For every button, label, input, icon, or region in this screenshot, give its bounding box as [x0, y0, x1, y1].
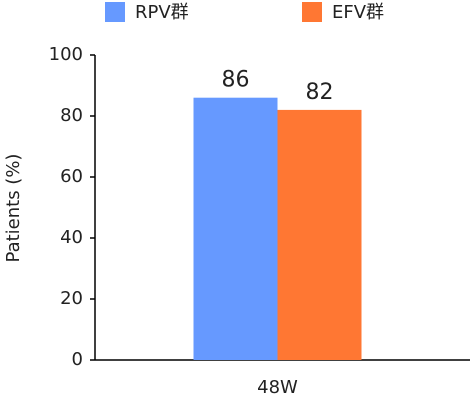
y-tick-label: 20	[60, 288, 83, 309]
data-label: 82	[306, 80, 334, 105]
legend-label: EFV群	[332, 2, 384, 23]
legend-swatch	[105, 2, 125, 22]
bar	[193, 97, 278, 360]
legend-label: RPV群	[135, 2, 189, 23]
legend-swatch	[302, 2, 322, 22]
data-label: 86	[222, 68, 250, 93]
y-tick-label: 80	[60, 105, 83, 126]
x-tick-label: 48W	[257, 377, 298, 398]
y-tick-label: 60	[60, 166, 83, 187]
y-tick-label: 40	[60, 227, 83, 248]
y-tick-label: 0	[72, 349, 83, 370]
y-axis-label: Patients (%)	[3, 154, 24, 263]
y-tick-label: 100	[49, 44, 83, 65]
bar	[277, 109, 362, 361]
